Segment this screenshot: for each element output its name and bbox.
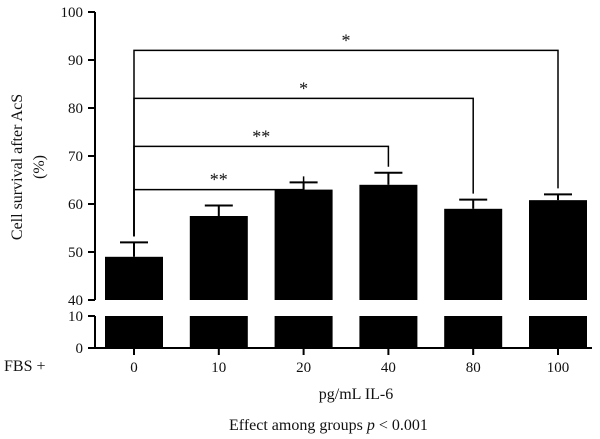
bar-lower-segment: [189, 316, 248, 348]
bar: [529, 200, 587, 300]
x-axis-label: pg/mL IL-6: [319, 386, 394, 403]
y-tick-label: 50: [68, 245, 83, 261]
footnote-suffix: < 0.001: [375, 417, 428, 434]
bar-lower-segment: [274, 316, 333, 348]
significance-bracket: [133, 49, 559, 237]
bar: [189, 216, 248, 300]
y-tick-label: 80: [68, 101, 83, 117]
significance-label: *: [342, 30, 351, 50]
footnote-p: p: [366, 417, 375, 434]
x-prefix-label: FBS +: [4, 358, 46, 375]
bar: [359, 184, 418, 300]
x-tick-label: 100: [547, 360, 570, 376]
footnote: Effect among groups p < 0.001: [229, 417, 428, 434]
bar-lower-segment: [444, 316, 503, 348]
bar: [105, 256, 163, 300]
significance-bracket: [133, 145, 390, 237]
y-tick-label: 0: [76, 341, 84, 357]
x-tick-label: 80: [466, 360, 481, 376]
bar: [274, 189, 333, 300]
y-tick-label: 60: [68, 197, 83, 213]
y-axis-label-line1: Cell survival after AcS: [9, 94, 26, 240]
x-tick-label: 10: [211, 360, 226, 376]
y-tick-label: 70: [68, 149, 83, 165]
y-tick-label: 100: [61, 5, 84, 21]
bar-lower-segment: [105, 316, 163, 348]
significance-label: *: [299, 78, 308, 98]
x-tick-label: 0: [130, 360, 138, 376]
y-tick-label: 90: [68, 53, 83, 69]
bar-lower-segment: [529, 316, 587, 348]
significance-label: **: [252, 126, 270, 146]
y-tick-label: 10: [68, 309, 83, 325]
x-tick-label: 40: [381, 360, 396, 376]
significance-brackets: ******: [133, 30, 559, 237]
bar-lower-segment: [359, 316, 418, 348]
x-tick-label: 20: [296, 360, 311, 376]
significance-label: **: [210, 170, 228, 190]
bars: [105, 171, 587, 348]
bar: [444, 208, 503, 300]
footnote-prefix: Effect among groups: [229, 417, 367, 434]
y-axis-label-line2: (%): [31, 155, 48, 179]
y-tick-label: 40: [68, 293, 83, 309]
